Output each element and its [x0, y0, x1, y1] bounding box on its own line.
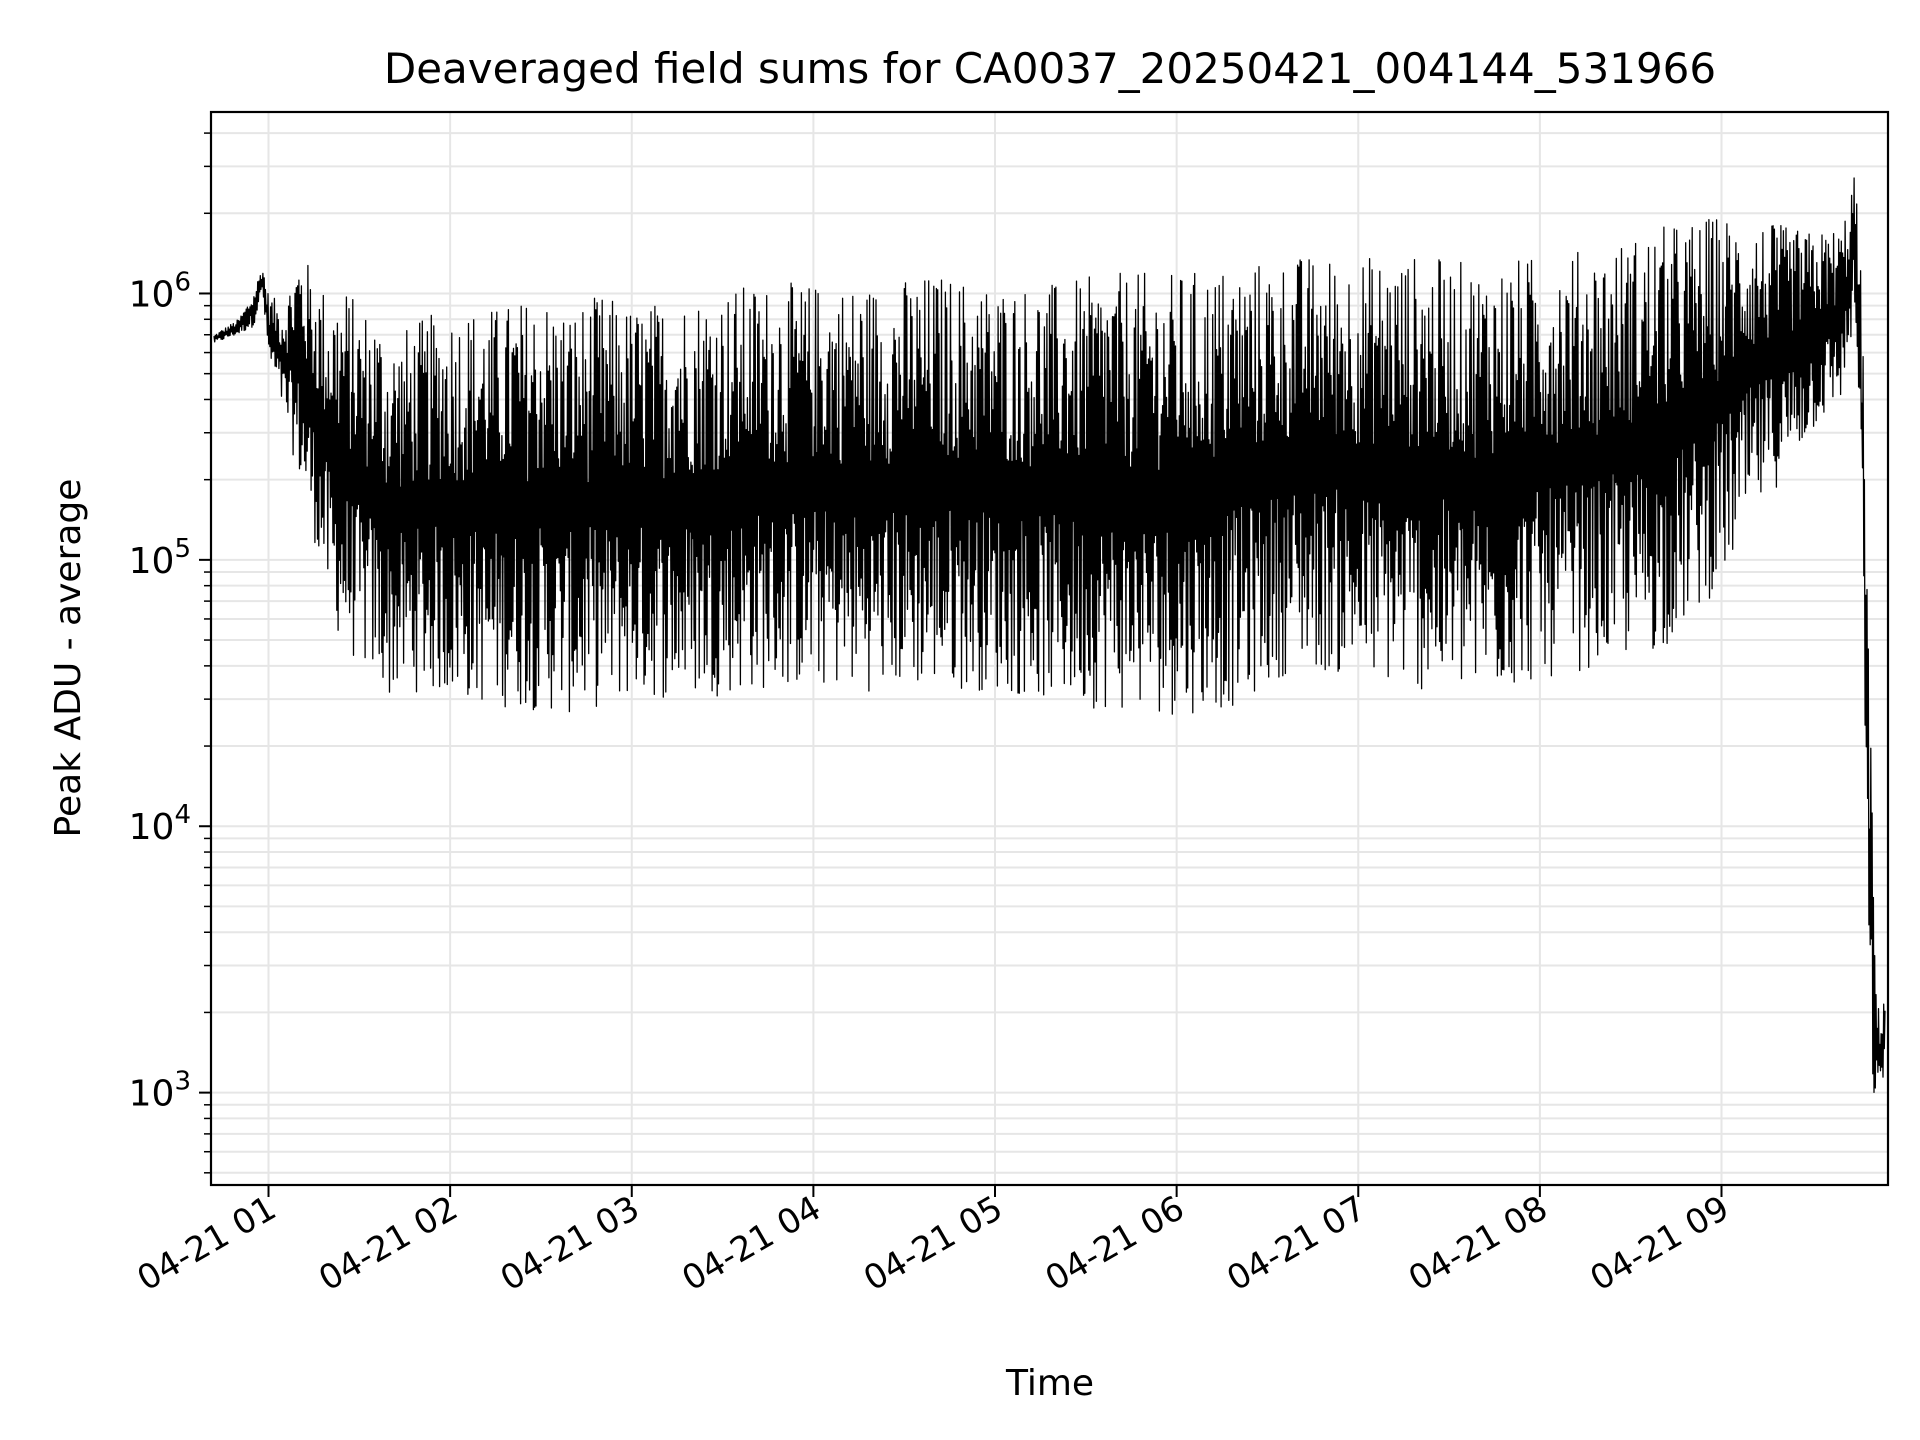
y-tick-label: 105 [129, 534, 191, 582]
plot-frame [209, 110, 1890, 1187]
y-tick-label: 106 [129, 267, 191, 315]
y-axis: 103 104 105 106 [129, 132, 211, 1174]
y-axis-label: Peak ADU - average [48, 479, 89, 838]
y-tick-label: 103 [129, 1067, 191, 1115]
data-series-line [213, 177, 1886, 1094]
data-layer [213, 177, 1886, 1094]
chart-title: Deaveraged field sums for CA0037_2025042… [384, 44, 1716, 93]
x-axis-label: Time [1005, 1363, 1094, 1404]
y-tick-label: 104 [129, 800, 191, 848]
